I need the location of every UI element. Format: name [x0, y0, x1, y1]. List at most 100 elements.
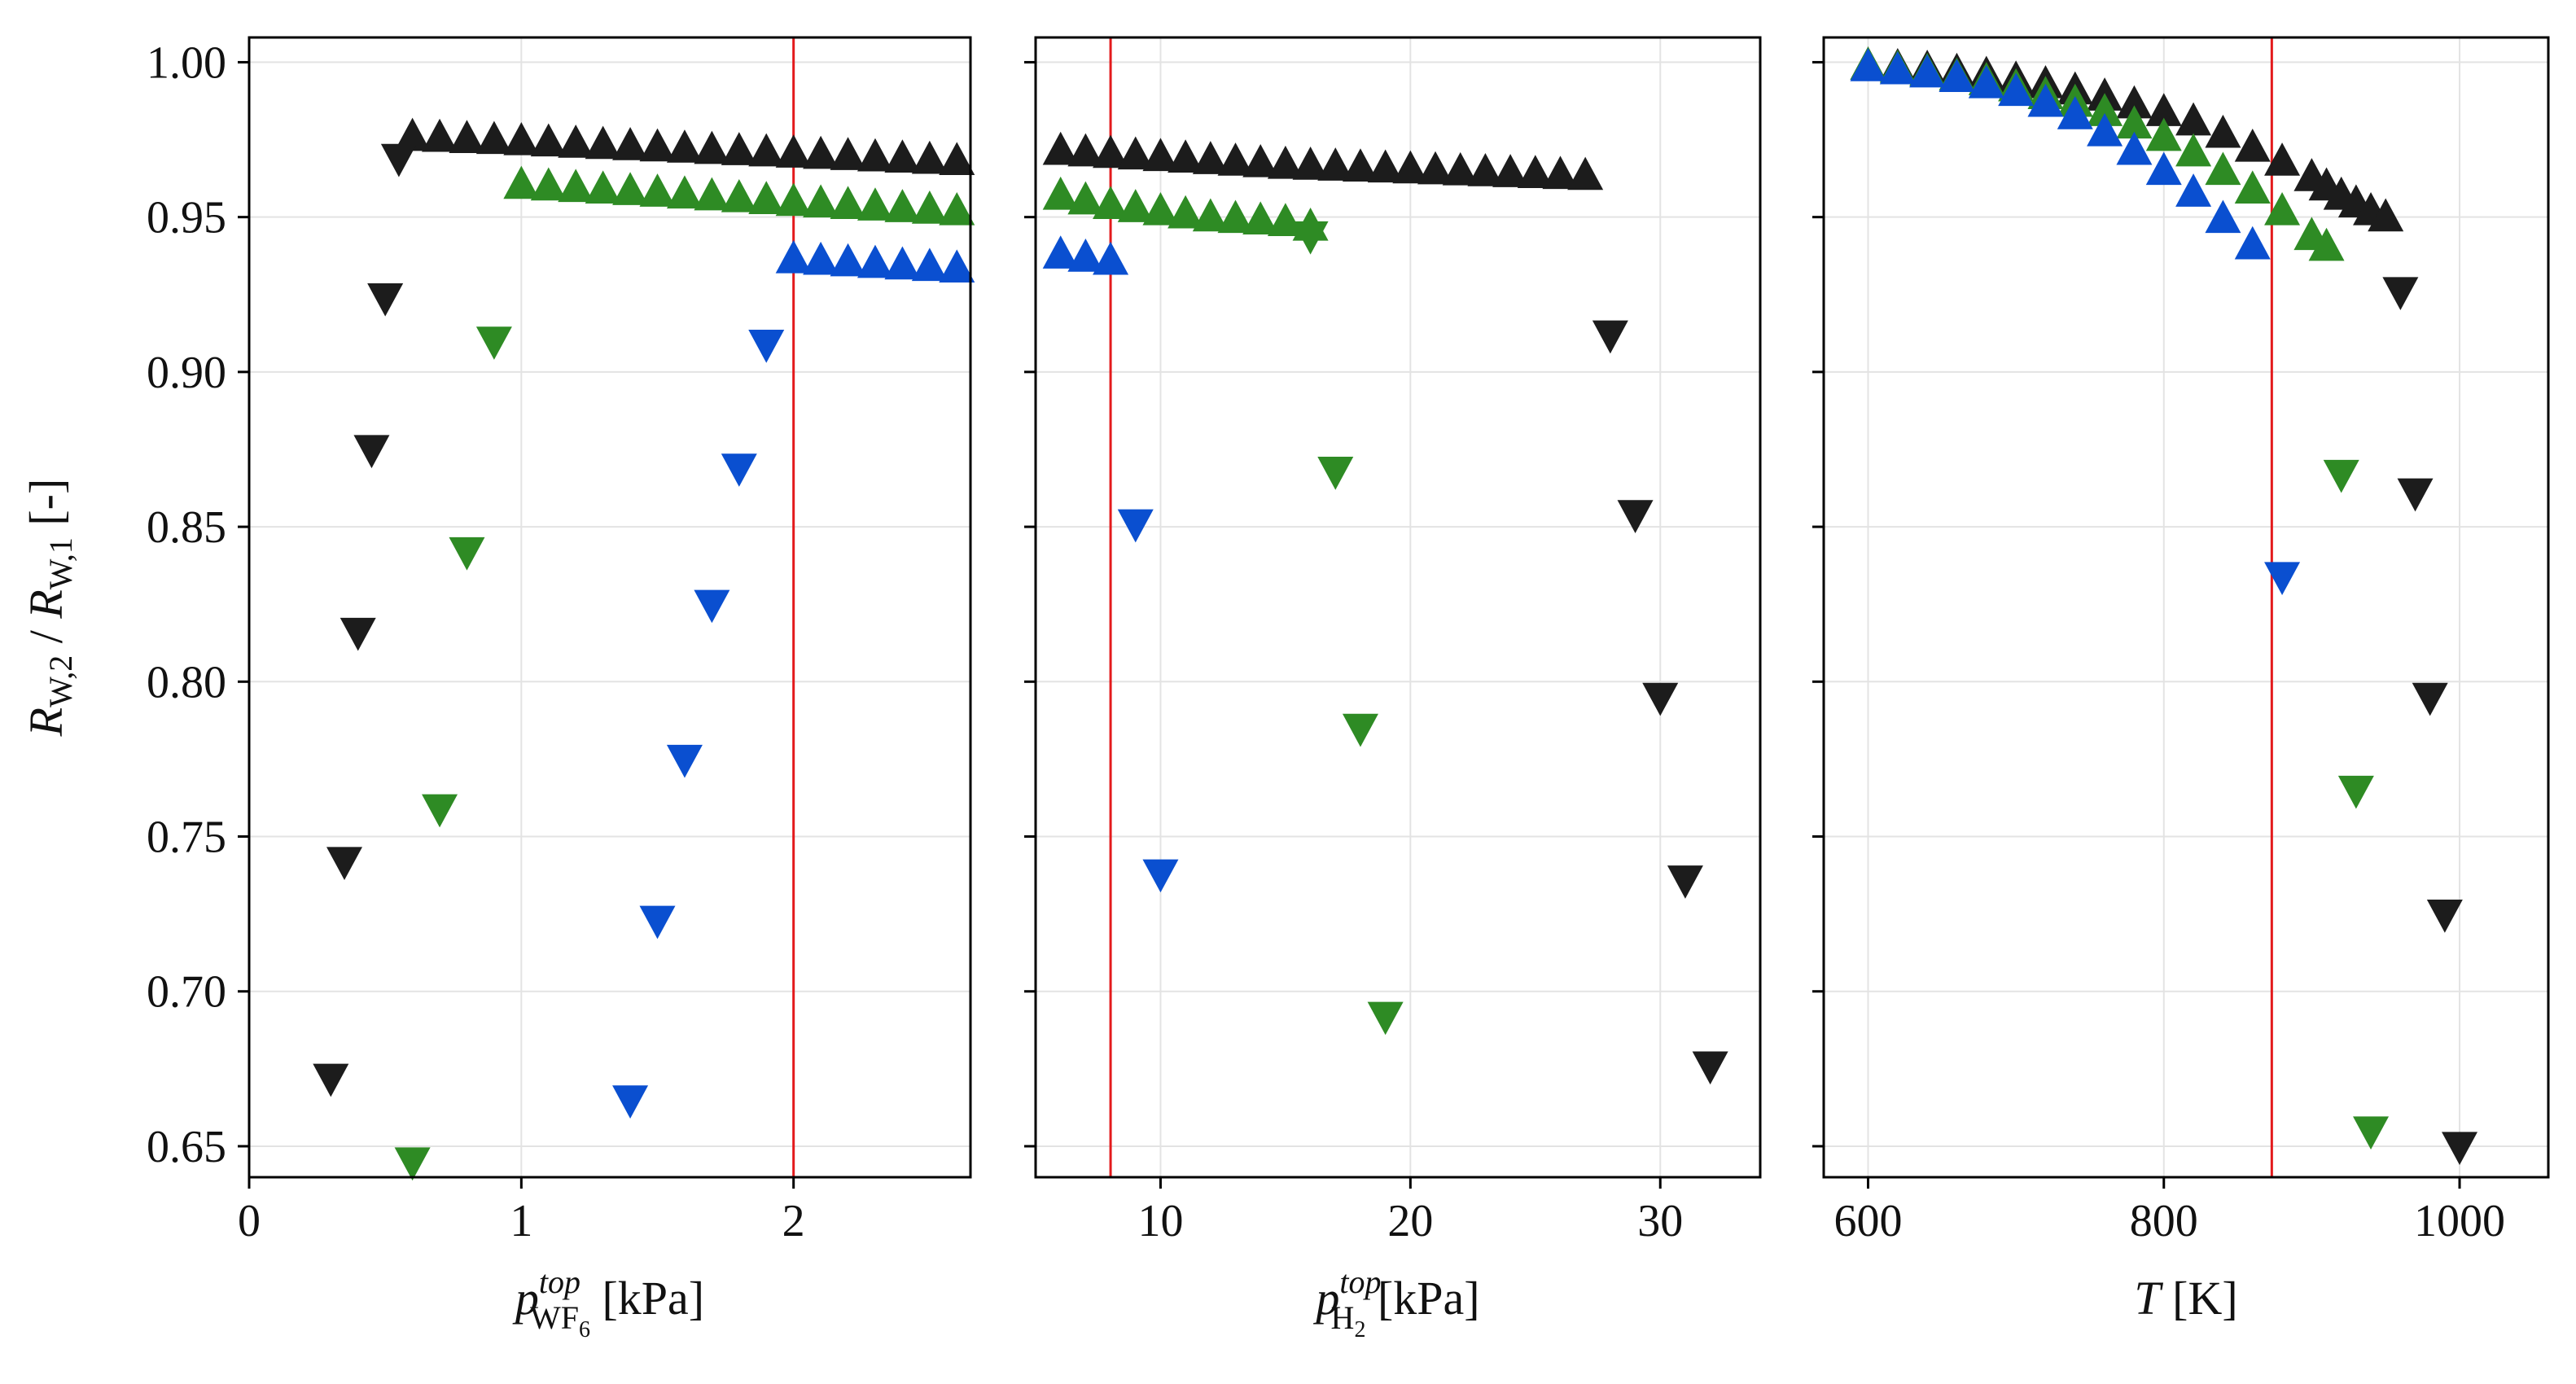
blue-triangle-up-point	[2027, 83, 2064, 117]
black-triangle-down-point	[2397, 478, 2434, 512]
black-triangle-up-point	[803, 135, 839, 169]
black-triangle-up-point	[449, 120, 485, 154]
green-triangle-up-point	[2264, 191, 2301, 226]
blue-triangle-down-point	[666, 744, 703, 778]
blue-triangle-up-point	[1939, 59, 1975, 93]
panel-h2-pressure: 10 20 30 ptop H2 [kPa]	[1024, 36, 1762, 1342]
x-axis-label: ptop H2 [kPa]	[1312, 1264, 1479, 1342]
blue-triangle-down-point	[1142, 859, 1179, 893]
x-tick-label: 30	[1637, 1196, 1683, 1246]
blue-triangle-up-point	[2145, 151, 2182, 186]
blue-triangle-up-point	[2116, 131, 2153, 165]
black-triangle-down-point	[2442, 1132, 2478, 1166]
green-triangle-down-point	[1342, 713, 1378, 747]
black-triangle-up-point	[721, 132, 757, 165]
blue-triangle-down-point	[694, 589, 730, 624]
x-axis-label: T [K]	[2134, 1272, 2237, 1325]
ticks	[1024, 60, 1662, 1189]
x-tick-label: 0	[238, 1196, 261, 1246]
black-triangle-up-point	[694, 130, 730, 164]
green-triangle-down-point	[2323, 459, 2359, 493]
black-triangle-up-point	[856, 138, 893, 172]
green-triangle-up-point	[1117, 189, 1154, 222]
blue-triangle-up-point	[2205, 199, 2241, 234]
black-triangle-up-point	[884, 139, 921, 173]
green-triangle-up-point	[2234, 170, 2271, 204]
black-triangle-up-point	[748, 133, 785, 167]
plot-frame	[1822, 36, 2550, 1179]
y-tick-label: 0.65	[147, 1122, 226, 1172]
black-triangle-up-point	[2145, 93, 2182, 126]
tick-labels: 600 800 1000	[1833, 1196, 2505, 1246]
black-triangle-up-point	[1417, 151, 1454, 185]
plot-area	[249, 37, 970, 1177]
black-triangle-down-point	[1667, 865, 1703, 899]
green-triangle-up-point	[585, 170, 621, 204]
tick-labels: 0 1 2 0.65 0.70 0.75 0.80 0.85 0.90 0.95 1.00	[147, 37, 805, 1246]
black-triangle-up-point	[1093, 134, 1129, 169]
black-triangle-up-point	[1142, 138, 1179, 172]
green-triangle-down-point	[1317, 457, 1354, 490]
green-triangle-up-point	[1192, 198, 1229, 232]
black-triangle-up-point	[1542, 155, 1579, 190]
blue-triangle-up-point	[2175, 173, 2212, 207]
data-points	[1042, 131, 1728, 1085]
plot-area	[1036, 37, 1760, 1177]
blue-triangle-up-point	[2234, 226, 2271, 260]
plot-frame	[248, 36, 972, 1179]
black-triangle-down-point	[380, 143, 417, 177]
y-tick-label: 0.70	[147, 967, 226, 1018]
blue-triangle-up-point	[856, 244, 893, 278]
black-triangle-up-point	[2234, 128, 2271, 162]
plot-frame	[1034, 36, 1762, 1179]
black-triangle-up-point	[1467, 153, 1504, 186]
black-triangle-up-point	[2264, 142, 2301, 176]
blue-triangle-up-point	[1067, 239, 1104, 272]
black-triangle-down-point	[1642, 682, 1679, 716]
x-tick-label: 1	[510, 1196, 532, 1246]
panel-wf6-pressure: 0 1 2 0.65 0.70 0.75 0.80 0.85 0.90 0.95 1.00 ptop…	[20, 36, 975, 1342]
blue-triangle-up-point	[1093, 241, 1129, 275]
blue-triangle-up-point	[1998, 72, 2035, 107]
black-triangle-up-point	[911, 140, 948, 174]
black-triangle-up-point	[775, 134, 812, 168]
black-triangle-down-point	[353, 435, 390, 469]
blue-triangle-up-point	[1042, 235, 1079, 269]
ticks	[1812, 60, 2461, 1189]
green-triangle-up-point	[666, 175, 703, 209]
black-triangle-up-point	[1342, 148, 1378, 182]
blue-triangle-down-point	[612, 1085, 649, 1119]
green-triangle-up-point	[1142, 191, 1179, 226]
y-tick-label: 0.90	[147, 348, 226, 398]
x-tick-label: 1000	[2414, 1196, 2505, 1246]
blue-triangle-up-point	[911, 247, 948, 282]
green-triangle-up-point	[2205, 151, 2241, 186]
y-tick-label: 0.75	[147, 812, 226, 863]
green-triangle-up-point	[612, 172, 649, 205]
green-triangle-up-point	[1168, 195, 1204, 229]
blue-triangle-up-point	[1909, 54, 1946, 88]
x-tick-label: 10	[1137, 1196, 1183, 1246]
black-triangle-up-point	[1567, 156, 1604, 191]
black-triangle-up-point	[1367, 149, 1404, 183]
green-triangle-up-point	[694, 177, 730, 211]
black-triangle-up-point	[422, 118, 458, 152]
green-triangle-down-point	[1292, 221, 1329, 255]
black-triangle-up-point	[585, 125, 621, 160]
black-triangle-down-point	[2412, 682, 2448, 716]
green-triangle-down-point	[2353, 1116, 2390, 1150]
green-triangle-up-point	[721, 178, 757, 212]
green-triangle-up-point	[503, 165, 540, 199]
green-triangle-down-point	[2337, 775, 2374, 809]
blue-triangle-up-point	[939, 249, 975, 283]
x-tick-label: 600	[1833, 1196, 1902, 1246]
grid	[1036, 37, 1760, 1177]
black-triangle-up-point	[2205, 114, 2241, 148]
black-triangle-down-point	[2382, 277, 2419, 311]
blue-triangle-down-point	[2264, 562, 2301, 596]
plot-area	[1824, 37, 2548, 1177]
blue-triangle-down-point	[721, 453, 757, 487]
blue-triangle-up-point	[775, 239, 812, 274]
blue-triangle-up-point	[2087, 112, 2123, 147]
